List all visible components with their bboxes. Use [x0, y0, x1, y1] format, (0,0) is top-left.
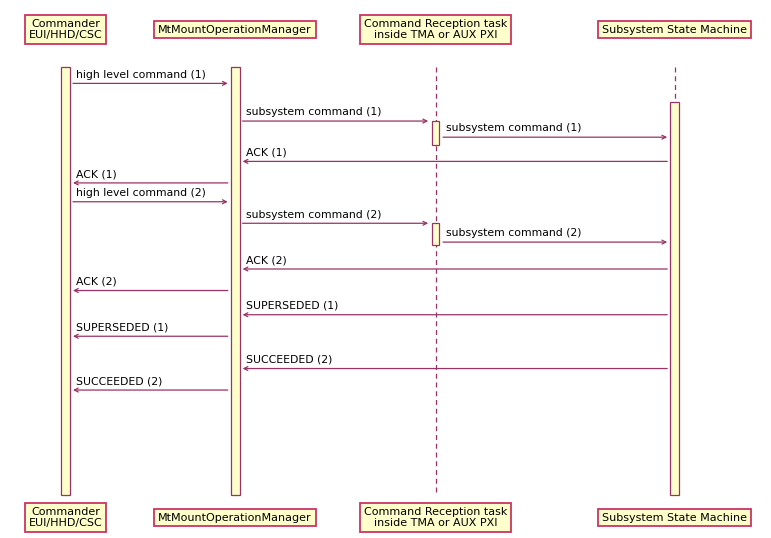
Text: ACK (1): ACK (1)	[246, 147, 287, 158]
Bar	[61, 67, 70, 495]
Text: high level command (1): high level command (1)	[76, 69, 206, 80]
Text: ACK (1): ACK (1)	[76, 169, 117, 179]
Text: SUPERSEDED (1): SUPERSEDED (1)	[246, 301, 338, 311]
Text: SUCCEEDED (2): SUCCEEDED (2)	[246, 355, 332, 365]
Text: high level command (2): high level command (2)	[76, 188, 206, 198]
Text: SUCCEEDED (2): SUCCEEDED (2)	[76, 376, 163, 386]
Bar	[432, 223, 439, 245]
Text: subsystem command (1): subsystem command (1)	[446, 123, 582, 133]
Text: Command Reception task
inside TMA or AUX PXI: Command Reception task inside TMA or AUX…	[364, 19, 507, 40]
Text: MtMountOperationManager: MtMountOperationManager	[158, 513, 312, 522]
Text: Commander
EUI/HHD/CSC: Commander EUI/HHD/CSC	[29, 19, 103, 40]
Text: subsystem command (2): subsystem command (2)	[246, 209, 382, 220]
Text: Subsystem State Machine: Subsystem State Machine	[602, 25, 747, 34]
Text: MtMountOperationManager: MtMountOperationManager	[158, 25, 312, 34]
Text: SUPERSEDED (1): SUPERSEDED (1)	[76, 322, 169, 332]
Bar	[231, 67, 240, 495]
Text: ACK (2): ACK (2)	[246, 255, 287, 265]
Text: subsystem command (2): subsystem command (2)	[446, 228, 582, 238]
Text: Command Reception task
inside TMA or AUX PXI: Command Reception task inside TMA or AUX…	[364, 507, 507, 528]
Bar	[670, 102, 679, 495]
Bar	[432, 121, 439, 145]
Text: Subsystem State Machine: Subsystem State Machine	[602, 513, 747, 522]
Text: Commander
EUI/HHD/CSC: Commander EUI/HHD/CSC	[29, 507, 103, 528]
Text: ACK (2): ACK (2)	[76, 277, 117, 287]
Text: subsystem command (1): subsystem command (1)	[246, 107, 382, 117]
